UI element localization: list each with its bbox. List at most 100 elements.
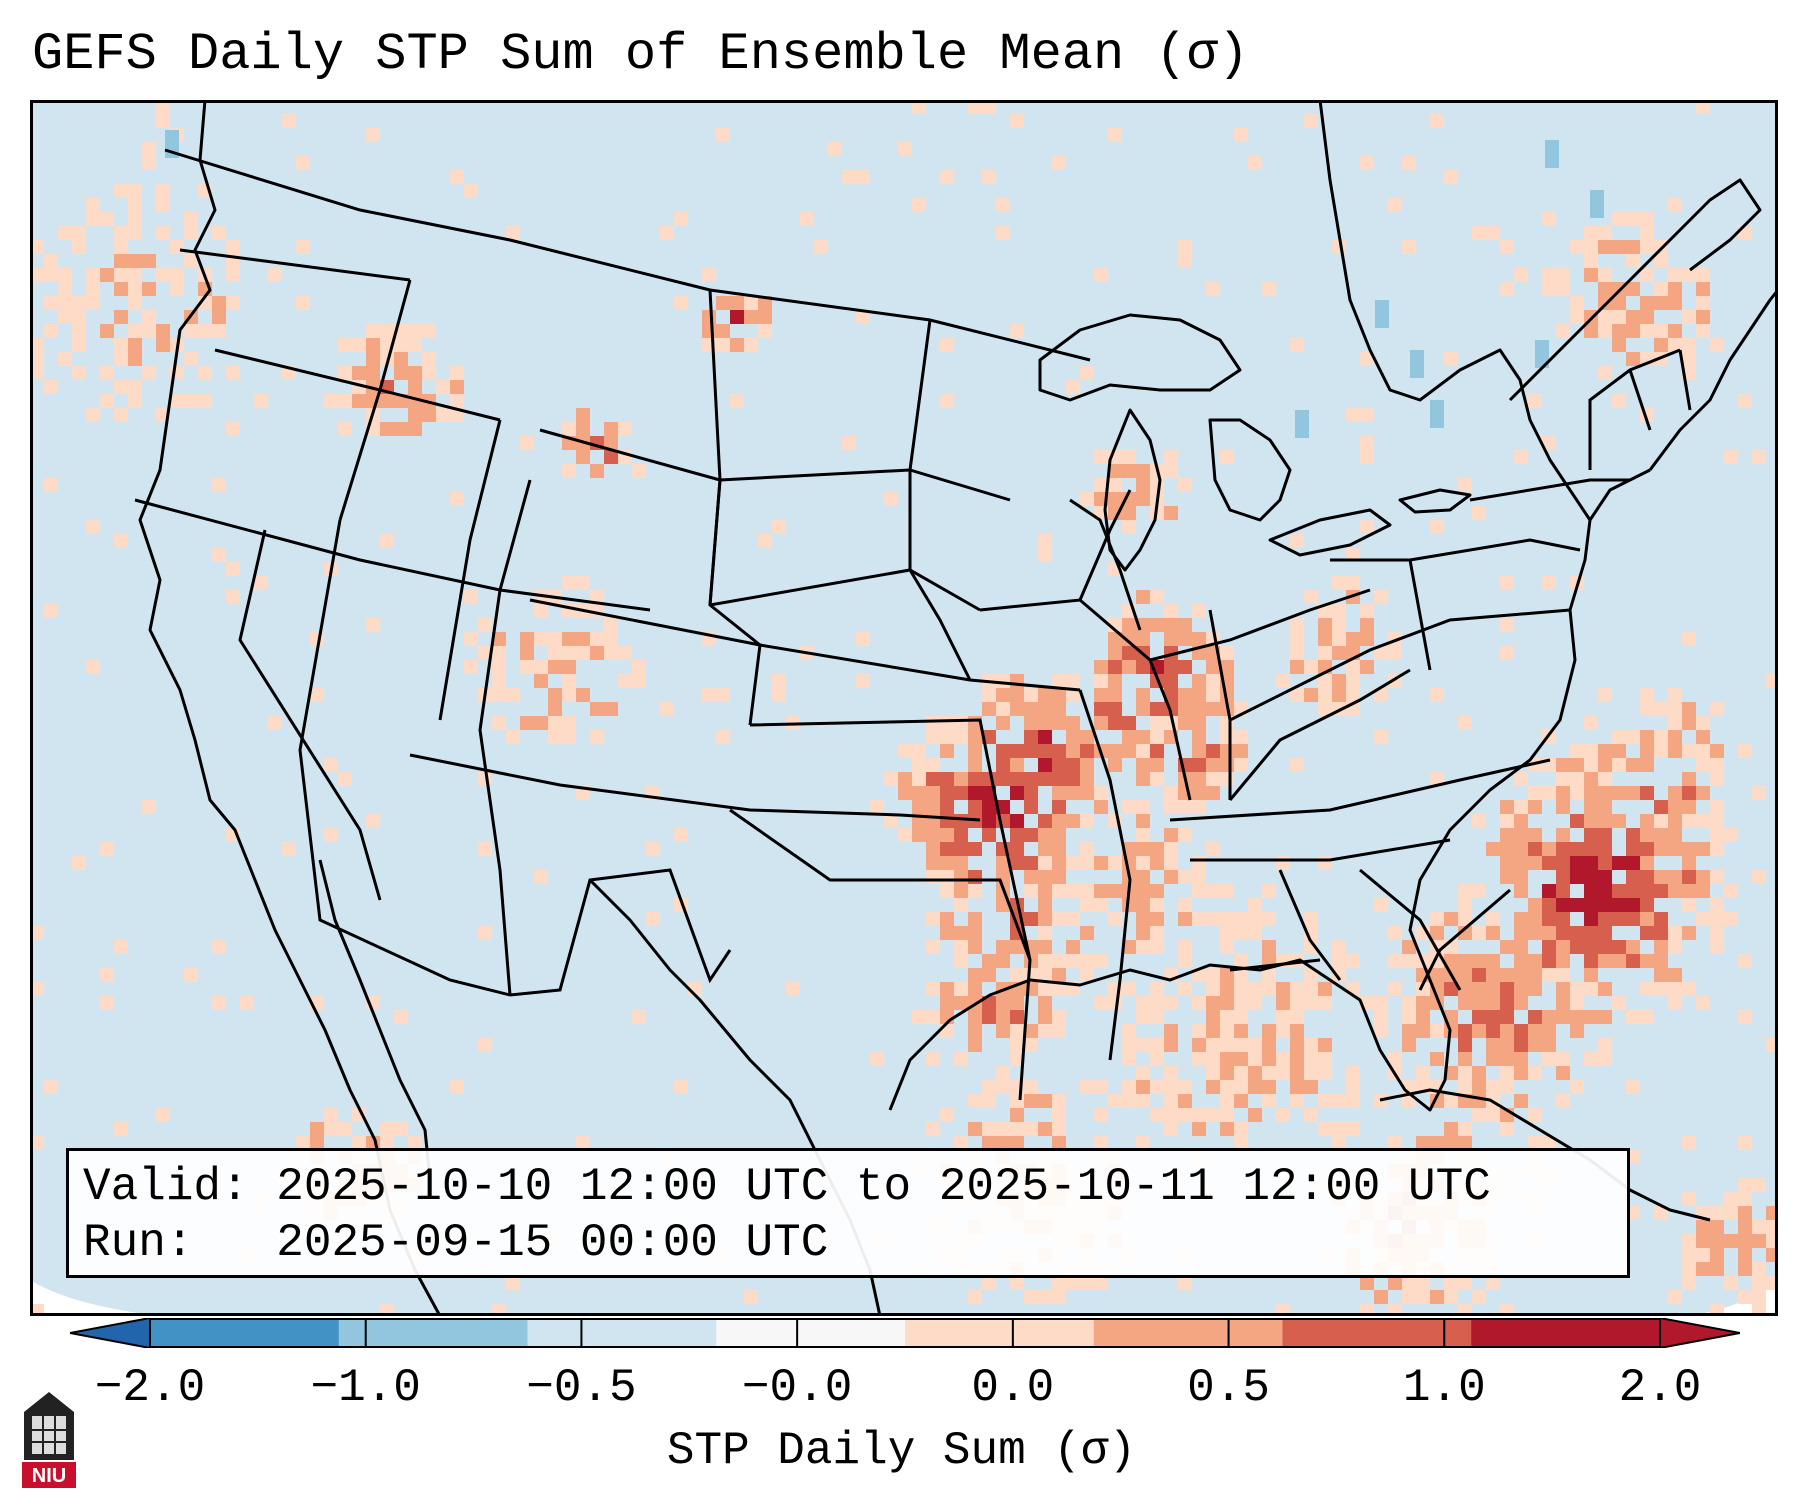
anomaly-pixel [968,1038,982,1052]
anomaly-pixel [1164,506,1178,520]
anomaly-pixel [926,828,940,842]
anomaly-pixel [1584,744,1598,758]
anomaly-pixel [1150,618,1164,632]
anomaly-pixel [604,450,618,464]
anomaly-pixel [1136,898,1150,912]
anomaly-pixel [464,632,478,646]
anomaly-pixel [576,646,590,660]
anomaly-pixel [1710,814,1724,828]
anomaly-pixel [1220,1052,1234,1066]
anomaly-pixel [30,338,44,352]
anomaly-pixel [114,254,128,268]
anomaly-pixel [982,1276,996,1290]
anomaly-pixel [380,422,394,436]
anomaly-pixel [1388,646,1402,660]
anomaly-pixel [716,324,730,338]
anomaly-pixel [1052,758,1066,772]
anomaly-pixel [478,646,492,660]
anomaly-pixel [1178,688,1192,702]
anomaly-pixel [548,716,562,730]
anomaly-pixel [1052,1276,1066,1290]
anomaly-pixel [366,814,380,828]
anomaly-pixel [1626,954,1640,968]
anomaly-pixel [1556,772,1570,786]
anomaly-pixel [1066,1276,1080,1290]
anomaly-pixel [1402,996,1416,1010]
anomaly-pixel [996,1024,1010,1038]
anomaly-pixel [926,800,940,814]
anomaly-pixel [1444,982,1458,996]
anomaly-pixel [1346,1094,1360,1108]
anomaly-pixel [674,296,688,310]
anomaly-pixel [646,912,660,926]
anomaly-pixel [1206,842,1220,856]
anomaly-pixel [1122,800,1136,814]
anomaly-pixel [1178,1080,1192,1094]
anomaly-pixel [1570,1080,1584,1094]
anomaly-pixel [1220,450,1234,464]
anomaly-pixel [1612,240,1626,254]
anomaly-pixel [1500,856,1514,870]
anomaly-pixel [1556,800,1570,814]
anomaly-pixel [1458,1066,1472,1080]
anomaly-pixel [548,730,562,744]
colorbar-segment [1093,1319,1283,1347]
anomaly-pixel [422,408,436,422]
anomaly-pixel [212,478,226,492]
anomaly-pixel [1010,758,1024,772]
anomaly-pixel [1304,982,1318,996]
anomaly-pixel [968,968,982,982]
anomaly-pixel [1710,744,1724,758]
anomaly-pixel [1136,464,1150,478]
anomaly-pixel [1682,814,1696,828]
anomaly-pixel [1570,1010,1584,1024]
anomaly-pixel [562,464,576,478]
anomaly-pixel [968,1122,982,1136]
anomaly-pixel [506,688,520,702]
anomaly-pixel [968,786,982,800]
valid-time-line: Valid: 2025-10-10 12:00 UTC to 2025-10-1… [83,1161,1491,1213]
anomaly-pixel [730,296,744,310]
anomaly-pixel [940,394,954,408]
anomaly-pixel [1598,688,1612,702]
anomaly-pixel [1234,1080,1248,1094]
anomaly-pixel [1094,1080,1108,1094]
anomaly-pixel [856,632,870,646]
anomaly-pixel [926,1122,940,1136]
anomaly-pixel [1290,996,1304,1010]
anomaly-pixel [926,1052,940,1066]
anomaly-pixel [1528,800,1542,814]
anomaly-pixel [1024,1080,1038,1094]
anomaly-pixel [1430,1052,1444,1066]
anomaly-pixel [1038,758,1052,772]
anomaly-pixel [1682,338,1696,352]
anomaly-pixel [968,758,982,772]
anomaly-pixel [492,688,506,702]
anomaly-pixel [156,114,170,128]
anomaly-pixel [1206,968,1220,982]
anomaly-pixel [408,422,422,436]
anomaly-pixel [1584,926,1598,940]
anomaly-pixel [1038,716,1052,730]
anomaly-pixel [1206,1052,1220,1066]
anomaly-pixel [1248,1066,1262,1080]
anomaly-pixel [1192,758,1206,772]
anomaly-pixel [1612,394,1626,408]
anomaly-pixel [1682,744,1696,758]
anomaly-pixel [1682,926,1696,940]
anomaly-pixel [1178,478,1192,492]
anomaly-pixel [898,772,912,786]
anomaly-pixel [856,310,870,324]
anomaly-pixel [1514,1052,1528,1066]
anomaly-pixel [1038,996,1052,1010]
anomaly-pixel [366,352,380,366]
anomaly-pixel [1696,1220,1710,1234]
anomaly-pixel [1612,296,1626,310]
colorbar-segment [150,1319,340,1347]
anomaly-pixel [1444,170,1458,184]
anomaly-pixel [408,366,422,380]
anomaly-pixel [954,898,968,912]
anomaly-pixel [1528,982,1542,996]
anomaly-pixel [926,1010,940,1024]
anomaly-pixel [1682,310,1696,324]
